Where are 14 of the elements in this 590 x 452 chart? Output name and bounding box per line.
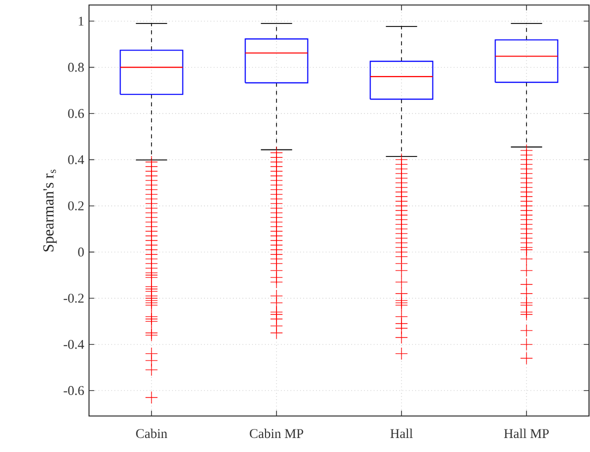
y-tick-label: 0.8 bbox=[68, 62, 84, 72]
y-tick-label: 0 bbox=[78, 248, 84, 257]
y-tick-label: -0.6 bbox=[64, 386, 84, 396]
y-tick-label: -0.4 bbox=[64, 340, 84, 349]
x-tick-label: Hall bbox=[390, 428, 413, 438]
x-tick-label: Hall MP bbox=[504, 428, 549, 438]
x-tick-label: Cabin MP bbox=[250, 428, 304, 438]
x-tick-label: Cabin bbox=[136, 428, 168, 438]
y-tick-label: -0.2 bbox=[64, 294, 84, 303]
y-tick-label: 0.4 bbox=[68, 155, 84, 164]
y-tick-label: 0.2 bbox=[68, 201, 84, 210]
y-tick-label: 0.6 bbox=[68, 108, 84, 118]
y-axis-title: Spearman's r$_{s}$ bbox=[43, 170, 57, 252]
y-tick-label: 1 bbox=[78, 16, 84, 26]
